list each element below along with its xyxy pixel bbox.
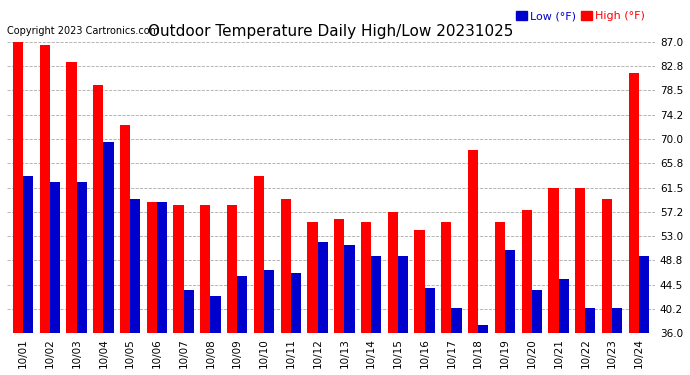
Bar — [371, 256, 382, 333]
Bar — [549, 188, 558, 333]
Bar — [184, 291, 194, 333]
Bar — [442, 222, 451, 333]
Bar — [130, 199, 140, 333]
Bar — [317, 242, 328, 333]
Bar — [93, 85, 104, 333]
Bar — [398, 256, 408, 333]
Bar — [290, 273, 301, 333]
Bar — [612, 308, 622, 333]
Bar — [13, 42, 23, 333]
Bar — [522, 210, 532, 333]
Bar — [478, 325, 489, 333]
Bar — [264, 270, 274, 333]
Bar — [147, 202, 157, 333]
Bar — [23, 176, 33, 333]
Bar — [200, 205, 210, 333]
Bar — [50, 182, 60, 333]
Bar — [237, 276, 248, 333]
Bar — [388, 212, 398, 333]
Bar — [558, 279, 569, 333]
Text: Copyright 2023 Cartronics.com: Copyright 2023 Cartronics.com — [7, 26, 159, 36]
Bar — [157, 202, 167, 333]
Bar — [334, 219, 344, 333]
Bar — [344, 245, 355, 333]
Bar — [575, 188, 585, 333]
Bar — [495, 222, 505, 333]
Bar — [307, 222, 317, 333]
Bar — [66, 62, 77, 333]
Bar — [254, 176, 264, 333]
Bar — [585, 308, 595, 333]
Bar — [451, 308, 462, 333]
Legend: Low (°F), High (°F): Low (°F), High (°F) — [511, 6, 649, 26]
Bar — [629, 73, 639, 333]
Bar — [361, 222, 371, 333]
Bar — [532, 291, 542, 333]
Bar — [281, 199, 290, 333]
Bar — [639, 256, 649, 333]
Bar — [39, 45, 50, 333]
Title: Outdoor Temperature Daily High/Low 20231025: Outdoor Temperature Daily High/Low 20231… — [148, 24, 513, 39]
Bar — [120, 125, 130, 333]
Bar — [424, 288, 435, 333]
Bar — [505, 251, 515, 333]
Bar — [415, 230, 424, 333]
Bar — [602, 199, 612, 333]
Bar — [210, 296, 221, 333]
Bar — [468, 150, 478, 333]
Bar — [104, 142, 114, 333]
Bar — [77, 182, 87, 333]
Bar — [227, 205, 237, 333]
Bar — [173, 205, 184, 333]
